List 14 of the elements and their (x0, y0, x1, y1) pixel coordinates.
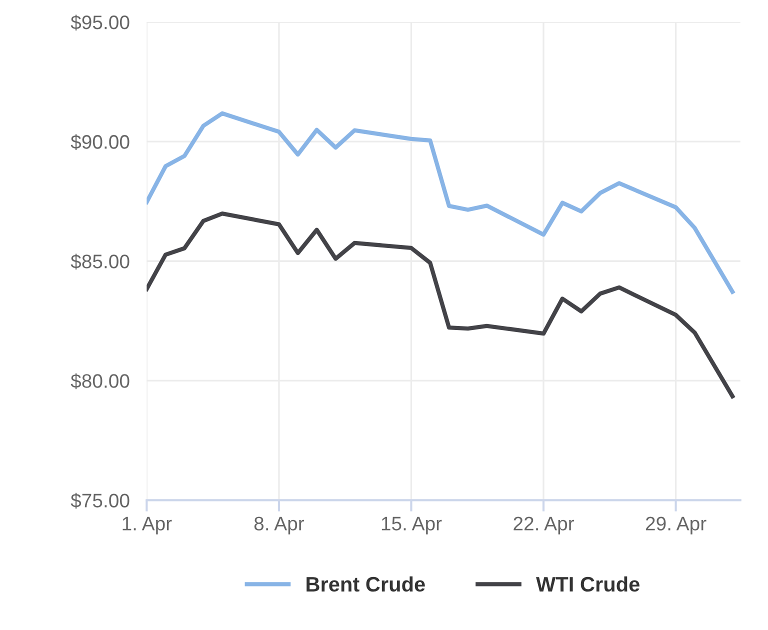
line-series (146, 211, 735, 398)
x-tick-label: 22. Apr (514, 516, 574, 534)
x-tick-label: 1. Apr (122, 516, 172, 534)
legend-label: WTI Crude (536, 576, 640, 592)
line-series (146, 111, 735, 294)
y-tick-label: $95.00 (70, 14, 130, 30)
x-tick-label: 29. Apr (646, 516, 706, 534)
x-tick-label: 15. Apr (382, 516, 442, 534)
y-tick-label: $85.00 (70, 254, 130, 270)
y-tick-label: $80.00 (70, 373, 130, 390)
y-tick-label: $90.00 (70, 134, 130, 150)
x-tick-label: 8. Apr (254, 516, 304, 534)
legend-label: Brent Crude (306, 576, 425, 592)
y-tick-label: $75.00 (70, 492, 130, 509)
